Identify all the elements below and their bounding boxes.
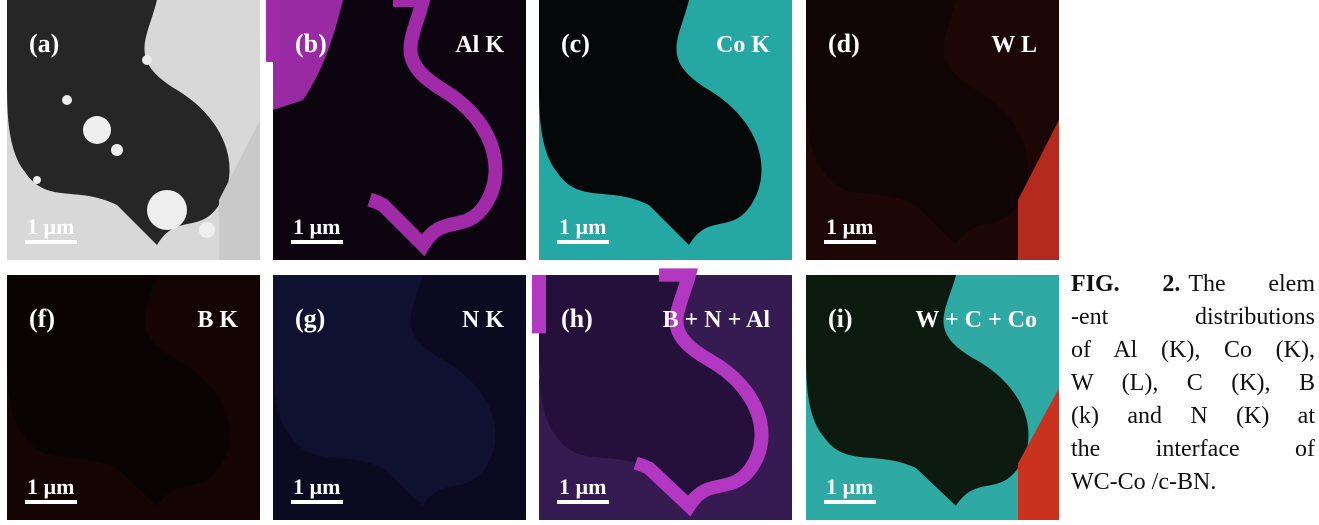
caption-text: (k) and N (K) at <box>1071 403 1315 429</box>
caption-line: of Al (K), Co (K), <box>1071 334 1315 367</box>
caption-line: WC-Co /c-BN. <box>1071 466 1315 499</box>
element-label: B + N + Al <box>663 307 771 333</box>
panel: (a) 1 µm <box>7 0 260 260</box>
scale-bar-label: 1 µm <box>293 214 341 239</box>
panel: (c) Co K 1 µm <box>539 0 792 260</box>
caption-text: of Al (K), Co (K), <box>1071 337 1315 363</box>
caption-label: FIG. 2. <box>1071 271 1180 297</box>
scale-bar-label: 1 µm <box>559 214 607 239</box>
panel-label: (h) <box>561 304 593 333</box>
caption-text: WC-Co /c-BN. <box>1071 469 1216 495</box>
particle <box>33 176 41 184</box>
caption-text: The elem <box>1188 271 1315 297</box>
caption-line: (k) and N (K) at <box>1071 400 1315 433</box>
element-label: B K <box>197 307 238 333</box>
scale-bar <box>25 500 77 504</box>
scale-bar <box>291 500 343 504</box>
element-label: W L <box>991 32 1037 58</box>
particle <box>142 55 152 65</box>
particle <box>147 190 187 230</box>
figure: (a)1 µm(b)Al K1 µm(c)Co K1 µm(d)W L1 µm(… <box>0 0 1065 525</box>
caption-line: W (L), C (K), B <box>1071 367 1315 400</box>
scale-bar <box>557 240 609 244</box>
particle <box>62 95 72 105</box>
panel-label: (d) <box>828 29 860 58</box>
panel-label: (f) <box>29 304 55 333</box>
page: (a)1 µm(b)Al K1 µm(c)Co K1 µm(d)W L1 µm(… <box>0 0 1319 525</box>
scale-bar-label: 1 µm <box>826 474 874 499</box>
element-label: W + C + Co <box>915 307 1037 333</box>
panel: (d) W L 1 µm <box>806 0 1059 260</box>
element-label: N K <box>462 307 504 333</box>
caption-line: the interface of <box>1071 433 1315 466</box>
panel: (h) B + N + Al 1 µm <box>539 275 792 520</box>
element-label: Co K <box>716 32 770 58</box>
caption-text: W (L), C (K), B <box>1071 370 1315 396</box>
panel-label: (a) <box>29 29 59 58</box>
panel: (f) B K 1 µm <box>7 275 260 520</box>
panel-label: (c) <box>561 29 590 58</box>
particle <box>83 116 111 144</box>
scale-bar-label: 1 µm <box>27 214 75 239</box>
panel: (b) Al K 1 µm <box>273 0 526 260</box>
particle <box>111 144 123 156</box>
caption-line: -ent distributions <box>1071 301 1315 334</box>
scale-bar-label: 1 µm <box>826 214 874 239</box>
scale-bar-label: 1 µm <box>559 474 607 499</box>
scale-bar <box>824 500 876 504</box>
scale-bar-label: 1 µm <box>293 474 341 499</box>
scale-bar <box>824 240 876 244</box>
scale-bar <box>557 500 609 504</box>
caption-line: FIG. 2. The elem <box>1071 268 1315 301</box>
panel: (i) W + C + Co 1 µm <box>806 275 1059 520</box>
caption: FIG. 2. The elem -ent distributions of Al (… <box>1071 268 1315 499</box>
panel-label: (g) <box>295 304 325 333</box>
caption-text: -ent distributions <box>1071 304 1315 330</box>
caption-text: the interface of <box>1071 436 1315 462</box>
particle <box>199 222 215 238</box>
element-label: Al K <box>455 32 504 58</box>
panel-label: (i) <box>828 304 853 333</box>
panel: (g) N K 1 µm <box>273 275 526 520</box>
scale-bar <box>291 240 343 244</box>
panel-label: (b) <box>295 29 327 58</box>
scale-bar-label: 1 µm <box>27 474 75 499</box>
scale-bar <box>25 240 77 244</box>
